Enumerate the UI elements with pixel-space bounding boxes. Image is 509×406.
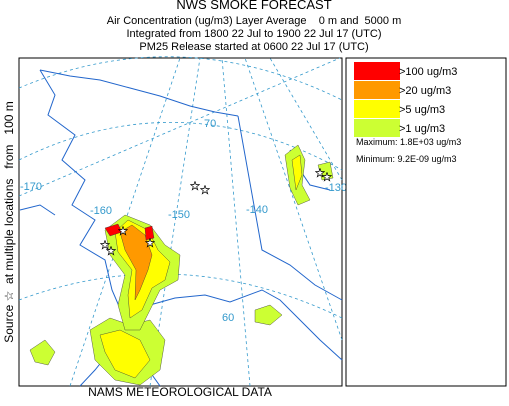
- side-label: Source ☆ at multiple locations from 100 …: [2, 101, 16, 343]
- smoke-plume: [29, 339, 56, 366]
- legend-label: >100 ug/m3: [399, 66, 457, 78]
- smoke-plume: [254, 304, 283, 326]
- title: NWS SMOKE FORECAST: [176, 0, 331, 12]
- minimum: Minimum: 9.2E-09 ug/m3: [356, 154, 457, 164]
- footer: NAMS METEOROLOGICAL DATA: [88, 385, 272, 399]
- smoke-plume: [119, 224, 153, 301]
- legend-label: >1 ug/m3: [399, 123, 445, 135]
- smoke-plumes: [29, 144, 334, 386]
- subtitle: PM25 Release started at 0600 22 Jul 17 (…: [139, 41, 368, 53]
- map-label: 60: [222, 312, 234, 324]
- legend-swatch: [354, 100, 400, 118]
- legend: Maximum: 1.8E+03 ug/m3 Minimum: 9.2E-09 …: [345, 57, 507, 387]
- legend-swatch: [354, 119, 400, 137]
- legend-label: >5 ug/m3: [399, 104, 445, 116]
- smoke-plume: [291, 154, 303, 191]
- legend-label: >20 ug/m3: [399, 85, 451, 97]
- map-label: -140: [246, 204, 268, 216]
- smoke-plume: [144, 225, 155, 241]
- subtitle: Air Concentration (ug/m3) Layer Average …: [107, 15, 402, 27]
- map-label: 70: [204, 118, 216, 130]
- map-label: -170: [20, 181, 42, 193]
- legend-swatch: [354, 81, 400, 99]
- map-label: -150: [168, 209, 190, 221]
- subtitle: Integrated from 1800 22 Jul to 1900 22 J…: [127, 28, 382, 40]
- legend-swatch: [354, 62, 400, 80]
- map-label: -130: [325, 182, 347, 194]
- map: -170 -160 -150 -140 -130 70 60: [18, 56, 347, 387]
- maximum: Maximum: 1.8E+03 ug/m3: [356, 137, 461, 147]
- map-label: -160: [90, 205, 112, 217]
- smoke-plume: [99, 329, 151, 379]
- map-frame: [18, 57, 343, 387]
